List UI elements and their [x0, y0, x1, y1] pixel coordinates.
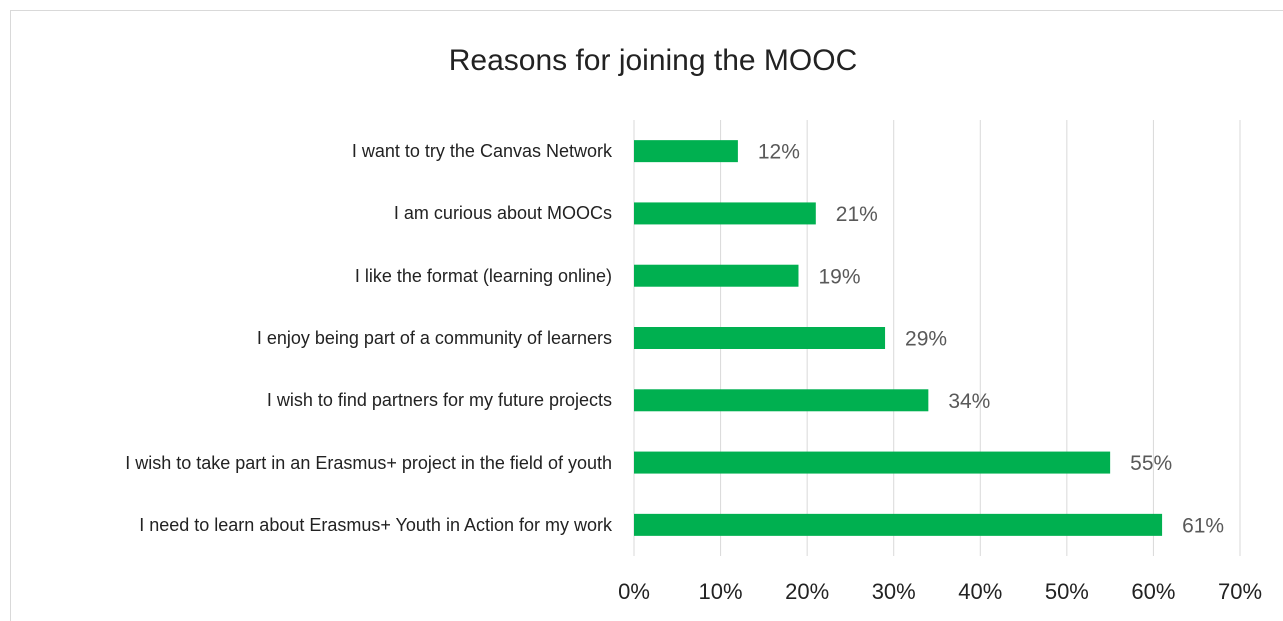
x-tick-label: 20%: [785, 579, 829, 604]
category-label-box: I like the format (learning online): [12, 236, 612, 316]
bar: [634, 389, 929, 412]
category-label-box: I wish to find partners for my future pr…: [12, 360, 612, 440]
y-tick-label: I need to learn about Erasmus+ Youth in …: [139, 514, 612, 535]
category-label-box: I enjoy being part of a community of lea…: [12, 298, 612, 378]
x-tick-label: 30%: [872, 579, 916, 604]
category-label-box: I wish to take part in an Erasmus+ proje…: [12, 423, 612, 503]
bar: [634, 513, 1163, 536]
y-tick-label: I want to try the Canvas Network: [351, 141, 612, 162]
x-tick-label: 70%: [1218, 579, 1262, 604]
bar: [634, 140, 738, 163]
x-tick-label: 0%: [618, 579, 650, 604]
value-label: 61%: [1182, 514, 1224, 537]
x-tick-label: 50%: [1045, 579, 1089, 604]
y-tick-label: I like the format (learning online): [354, 265, 612, 286]
value-label: 34%: [948, 390, 990, 413]
value-label: 21%: [836, 203, 878, 226]
x-tick-label: 10%: [699, 579, 743, 604]
x-tick-label: 40%: [958, 579, 1002, 604]
bar: [634, 202, 816, 225]
bar: [634, 264, 799, 287]
bar: [634, 451, 1111, 474]
value-label: 19%: [818, 265, 860, 288]
category-label-box: I am curious about MOOCs: [12, 173, 612, 253]
bar: [634, 327, 886, 349]
y-tick-label: I wish to take part in an Erasmus+ proje…: [125, 452, 612, 473]
value-label: 55%: [1130, 452, 1172, 475]
y-tick-label: I enjoy being part of a community of lea…: [256, 328, 612, 348]
y-tick-label: I am curious about MOOCs: [393, 203, 612, 224]
value-label: 29%: [905, 328, 947, 351]
value-label: 12%: [758, 141, 800, 164]
category-label-box: I want to try the Canvas Network: [12, 111, 612, 191]
x-tick-label: 60%: [1131, 579, 1175, 604]
chart-title: Reasons for joining the MOOC: [449, 44, 858, 77]
category-label-box: I need to learn about Erasmus+ Youth in …: [12, 485, 612, 565]
y-tick-label: I wish to find partners for my future pr…: [266, 390, 612, 411]
